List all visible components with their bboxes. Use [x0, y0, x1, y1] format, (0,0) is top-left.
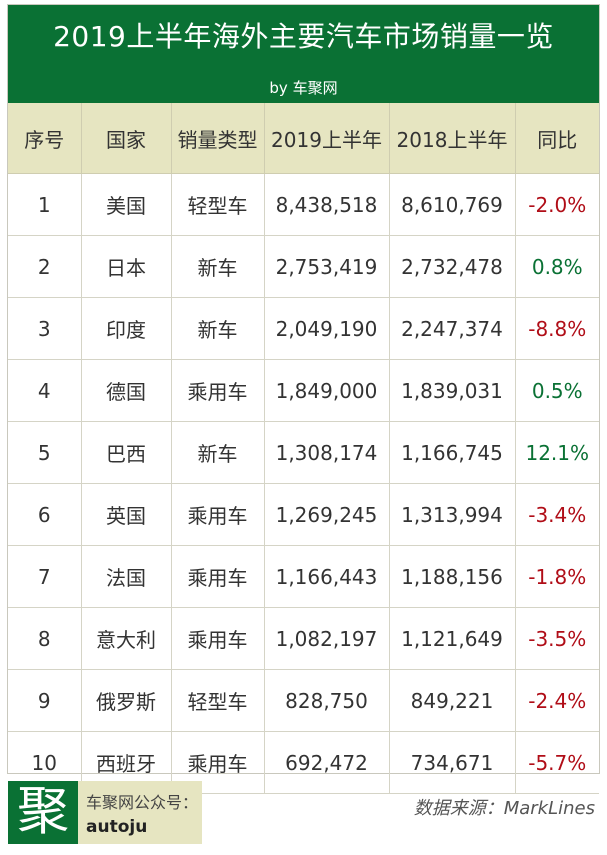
- table-cell: 2: [8, 235, 82, 298]
- table-row: 7 法国 乘用车 1,166,443 1,188,156 -1.8%: [8, 545, 599, 608]
- table-cell: 1,269,245: [264, 483, 390, 546]
- sales-table: 序号 国家 销量类型 2019上半年 2018上半年 同比 1 美国 轻型车 8,438,518…: [8, 103, 599, 794]
- table-cell: -2.0%: [515, 173, 599, 236]
- table-cell: 1,166,745: [389, 421, 516, 484]
- table-cell: 9: [8, 669, 82, 732]
- table-cell: -3.5%: [515, 607, 599, 670]
- table-cell: -3.4%: [515, 483, 599, 546]
- table-cell: 0.5%: [515, 359, 599, 422]
- column-header: 国家: [81, 103, 172, 174]
- table-cell: 7: [8, 545, 82, 608]
- table-cell: 1: [8, 173, 82, 236]
- table-cell: 734,671: [389, 731, 516, 794]
- table-cell: 德国: [81, 359, 172, 422]
- table-cell: 2,753,419: [264, 235, 390, 298]
- table-cell: 5: [8, 421, 82, 484]
- table-cell: 日本: [81, 235, 172, 298]
- byline: by 车聚网: [269, 79, 338, 97]
- table-row: 4 德国 乘用车 1,849,000 1,839,031 0.5%: [8, 359, 599, 422]
- table-cell: 1,082,197: [264, 607, 390, 670]
- table-cell: 英国: [81, 483, 172, 546]
- column-header: 销量类型: [171, 103, 265, 174]
- table-cell: 0.8%: [515, 235, 599, 298]
- table-cell: 1,839,031: [389, 359, 516, 422]
- table-cell: 692,472: [264, 731, 390, 794]
- table-cell: 法国: [81, 545, 172, 608]
- table-cell: 849,221: [389, 669, 516, 732]
- table-cell: 印度: [81, 297, 172, 360]
- table-cell: 12.1%: [515, 421, 599, 484]
- table-cell: 新车: [171, 297, 265, 360]
- table-cell: -8.8%: [515, 297, 599, 360]
- table-cell: 乘用车: [171, 607, 265, 670]
- table-cell: 俄罗斯: [81, 669, 172, 732]
- table-cell: 新车: [171, 235, 265, 298]
- table-cell: 巴西: [81, 421, 172, 484]
- brand-logo: 聚: [8, 781, 78, 844]
- table-cell: 乘用车: [171, 545, 265, 608]
- table-cell: 1,188,156: [389, 545, 516, 608]
- table-cell: -2.4%: [515, 669, 599, 732]
- table-cell: 乘用车: [171, 483, 265, 546]
- table-cell: -1.8%: [515, 545, 599, 608]
- table-body: 1 美国 轻型车 8,438,518 8,610,769 -2.0% 2 日本 新车 2,753,…: [8, 173, 599, 794]
- table-cell: 2,049,190: [264, 297, 390, 360]
- table-row: 8 意大利 乘用车 1,082,197 1,121,649 -3.5%: [8, 607, 599, 670]
- table-cell: 8,438,518: [264, 173, 390, 236]
- table-row: 5 巴西 新车 1,308,174 1,166,745 12.1%: [8, 421, 599, 484]
- table-cell: 8,610,769: [389, 173, 516, 236]
- column-header: 2019上半年: [264, 103, 390, 174]
- wechat-box: 车聚网公众号： autoju: [78, 781, 202, 844]
- data-source: 数据来源：MarkLines: [413, 798, 595, 819]
- table-cell: 8: [8, 607, 82, 670]
- table-header-row: 序号 国家 销量类型 2019上半年 2018上半年 同比: [8, 103, 599, 174]
- title-banner: 2019上半年海外主要汽车市场销量一览 by 车聚网: [8, 5, 599, 103]
- table-cell: 1,313,994: [389, 483, 516, 546]
- page-title: 2019上半年海外主要汽车市场销量一览: [53, 20, 554, 53]
- table-cell: 轻型车: [171, 173, 265, 236]
- table-cell: 6: [8, 483, 82, 546]
- column-header: 同比: [515, 103, 599, 174]
- column-header: 序号: [8, 103, 82, 174]
- wechat-id: autoju: [86, 817, 148, 837]
- table-cell: 1,308,174: [264, 421, 390, 484]
- table-row: 3 印度 新车 2,049,190 2,247,374 -8.8%: [8, 297, 599, 360]
- table-cell: 1,121,649: [389, 607, 516, 670]
- table-row: 2 日本 新车 2,753,419 2,732,478 0.8%: [8, 235, 599, 298]
- table-cell: 3: [8, 297, 82, 360]
- table-cell: 乘用车: [171, 359, 265, 422]
- table-cell: 美国: [81, 173, 172, 236]
- wechat-label: 车聚网公众号：: [86, 793, 199, 812]
- table-cell: 4: [8, 359, 82, 422]
- table-row: 9 俄罗斯 轻型车 828,750 849,221 -2.4%: [8, 669, 599, 732]
- table-row: 1 美国 轻型车 8,438,518 8,610,769 -2.0%: [8, 173, 599, 236]
- table-cell: 新车: [171, 421, 265, 484]
- column-header: 2018上半年: [389, 103, 516, 174]
- table-cell: 乘用车: [171, 731, 265, 794]
- table-cell: -5.7%: [515, 731, 599, 794]
- table-cell: 意大利: [81, 607, 172, 670]
- table-cell: 1,849,000: [264, 359, 390, 422]
- table-cell: 2,732,478: [389, 235, 516, 298]
- table-cell: 1,166,443: [264, 545, 390, 608]
- table-row: 6 英国 乘用车 1,269,245 1,313,994 -3.4%: [8, 483, 599, 546]
- table-cell: 2,247,374: [389, 297, 516, 360]
- table-cell: 轻型车: [171, 669, 265, 732]
- table-cell: 828,750: [264, 669, 390, 732]
